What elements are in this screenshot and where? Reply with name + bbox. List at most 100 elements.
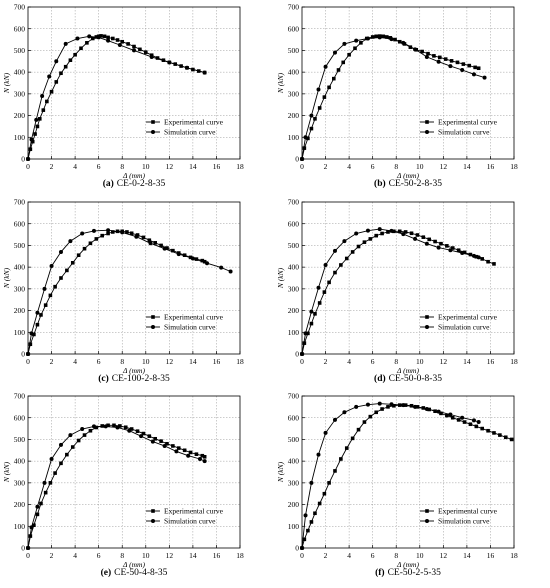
experimental-point bbox=[120, 39, 125, 44]
experimental-point bbox=[43, 303, 48, 307]
experimental-point bbox=[188, 450, 193, 455]
x-tick-label: 10 bbox=[142, 357, 150, 366]
simulation-point bbox=[139, 434, 144, 439]
experimental-point bbox=[370, 35, 375, 39]
experimental-point bbox=[443, 57, 448, 61]
experimental-point bbox=[54, 80, 59, 84]
experimental-point bbox=[32, 523, 36, 527]
y-tick-label: 100 bbox=[288, 133, 300, 142]
experimental-point bbox=[194, 257, 199, 261]
simulation-point bbox=[34, 117, 39, 122]
experimental-point bbox=[90, 36, 95, 41]
experimental-point bbox=[59, 71, 63, 76]
experimental-point bbox=[102, 34, 107, 39]
experimental-point bbox=[386, 230, 390, 234]
simulation-point bbox=[448, 412, 453, 417]
legend-label: Simulation curve bbox=[164, 517, 216, 526]
experimental-point bbox=[313, 117, 317, 121]
x-tick-label: 14 bbox=[189, 551, 197, 560]
experimental-point bbox=[317, 301, 322, 305]
experimental-point bbox=[153, 241, 157, 245]
legend-circle-marker bbox=[425, 519, 429, 523]
experimental-point bbox=[45, 99, 49, 104]
experimental-point bbox=[65, 452, 69, 457]
simulation-point bbox=[413, 404, 418, 409]
experimental-point bbox=[111, 230, 115, 234]
experimental-point bbox=[317, 106, 322, 110]
caption-letter: (f) bbox=[375, 567, 385, 578]
x-tick-label: 0 bbox=[26, 357, 30, 366]
experimental-point bbox=[356, 244, 361, 249]
legend-label: Experimental curve bbox=[438, 313, 498, 322]
legend-circle-marker bbox=[425, 325, 429, 329]
y-tick-label: 400 bbox=[288, 263, 300, 272]
experimental-point bbox=[41, 108, 46, 112]
simulation-point bbox=[54, 59, 59, 64]
legend-square-marker bbox=[425, 509, 429, 513]
simulation-point bbox=[26, 157, 30, 161]
x-tick-label: 4 bbox=[73, 357, 77, 366]
y-tick-label: 100 bbox=[288, 522, 300, 531]
experimental-point bbox=[141, 235, 146, 240]
y-tick-label: 0 bbox=[21, 350, 25, 359]
experimental-point bbox=[115, 38, 120, 42]
simulation-point bbox=[323, 64, 328, 69]
simulation-point bbox=[186, 453, 191, 458]
legend-label: Simulation curve bbox=[438, 323, 490, 332]
experimental-point bbox=[129, 427, 134, 431]
experimental-point bbox=[68, 58, 73, 62]
experimental-point bbox=[350, 436, 355, 441]
x-tick-label: 2 bbox=[324, 162, 328, 171]
experimental-point bbox=[59, 461, 63, 466]
y-tick-label: 0 bbox=[295, 544, 299, 553]
experimental-point bbox=[37, 117, 42, 121]
panel-caption: (f) CE-50-2-5-35 bbox=[375, 567, 441, 578]
experimental-point bbox=[94, 237, 99, 241]
simulation-point bbox=[190, 256, 195, 261]
x-tick-label: 2 bbox=[50, 162, 54, 171]
experimental-point bbox=[455, 60, 460, 65]
experimental-curve-line bbox=[27, 424, 205, 549]
experimental-point bbox=[327, 280, 331, 285]
x-tick-label: 14 bbox=[189, 162, 197, 171]
experimental-point bbox=[439, 411, 443, 416]
experimental-point bbox=[176, 446, 181, 450]
experimental-point bbox=[509, 437, 514, 442]
simulation-point bbox=[448, 248, 453, 253]
experimental-point bbox=[322, 491, 327, 496]
legend-square-marker bbox=[151, 120, 155, 124]
simulation-point bbox=[389, 402, 394, 407]
simulation-point bbox=[316, 285, 321, 290]
x-tick-label: 16 bbox=[213, 162, 221, 171]
simulation-point bbox=[316, 452, 321, 457]
x-tick-label: 16 bbox=[487, 357, 495, 366]
experimental-point bbox=[362, 420, 367, 424]
simulation-curve-line bbox=[27, 425, 205, 549]
x-tick-label: 18 bbox=[510, 551, 518, 560]
simulation-curve-line bbox=[27, 229, 231, 355]
simulation-point bbox=[354, 404, 359, 409]
x-tick-label: 6 bbox=[97, 551, 101, 560]
experimental-point bbox=[171, 248, 175, 253]
simulation-point bbox=[389, 37, 394, 42]
x-tick-label: 4 bbox=[347, 162, 351, 171]
x-tick-label: 12 bbox=[440, 551, 448, 560]
simulation-point bbox=[401, 232, 406, 237]
x-tick-label: 2 bbox=[324, 551, 328, 560]
x-tick-label: 0 bbox=[300, 162, 304, 171]
experimental-point bbox=[125, 230, 129, 234]
experimental-point bbox=[317, 501, 322, 506]
simulation-point bbox=[377, 227, 382, 232]
chart-panel-c: 0 2 4 6 8 10 12 14 16 18 0 100 200 300 400 500 600 700 Δ (… bbox=[2, 198, 244, 384]
experimental-point bbox=[85, 41, 89, 45]
experimental-point bbox=[306, 528, 310, 533]
y-tick-label: 400 bbox=[288, 457, 300, 466]
legend-circle-marker bbox=[151, 519, 155, 523]
legend-square-marker bbox=[425, 315, 429, 319]
x-tick-label: 6 bbox=[97, 357, 101, 366]
experimental-point bbox=[415, 233, 420, 237]
y-tick-label: 400 bbox=[14, 68, 26, 77]
experimental-point bbox=[327, 85, 331, 90]
x-axis-label: Δ (mm) bbox=[396, 366, 419, 375]
experimental-point bbox=[336, 68, 341, 72]
